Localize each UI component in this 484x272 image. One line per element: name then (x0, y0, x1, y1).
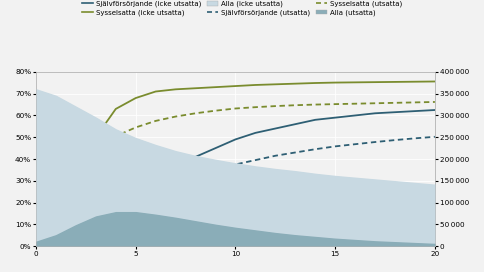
Legend: Självförsörjande (icke utsatta), Sysselsatta (icke utsatta), Alla (icke utsatta): Självförsörjande (icke utsatta), Syssels… (79, 0, 405, 19)
